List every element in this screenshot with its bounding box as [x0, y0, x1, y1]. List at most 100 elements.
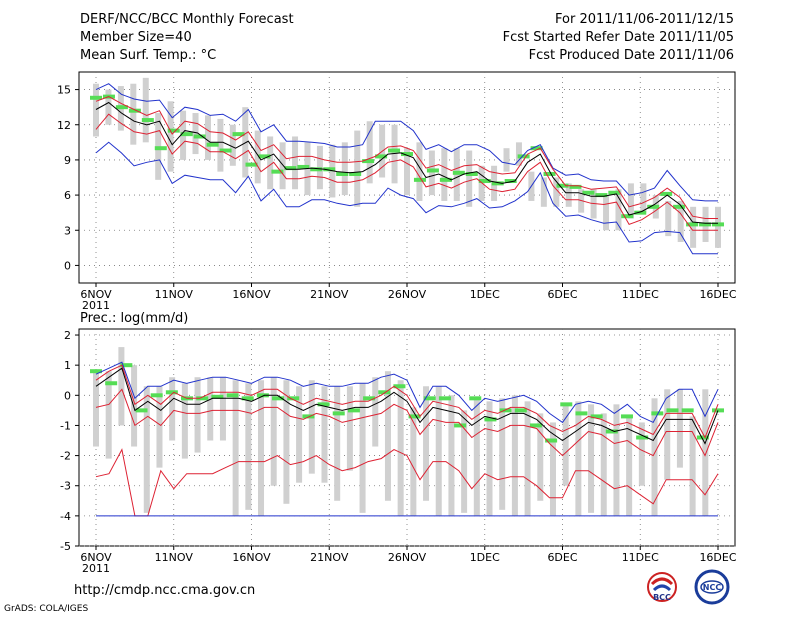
prec-xtick-label: 16DEC: [699, 551, 736, 564]
prec-spread-box: [702, 389, 709, 516]
temp-spread-box: [553, 177, 560, 207]
temp-median-mark: [478, 179, 491, 184]
prec-spread-box: [156, 386, 163, 468]
prec-median-mark: [378, 390, 391, 395]
prec-median-mark: [666, 408, 679, 413]
prec-ytick-label: -2: [60, 450, 71, 463]
temp-ytick-label: 6: [64, 189, 71, 202]
prec-median-mark: [150, 393, 163, 398]
prec-median-mark: [529, 423, 542, 428]
temp-median-mark: [141, 118, 154, 123]
prec-spread-box: [384, 371, 391, 501]
temp-median-mark: [362, 159, 375, 164]
temp-median-mark: [452, 170, 465, 175]
prec-spread-box: [575, 401, 582, 516]
temp-median-mark: [491, 181, 504, 186]
prec-median-mark: [484, 417, 497, 422]
temp-spread-box: [354, 130, 361, 207]
temp-median-mark: [634, 210, 647, 215]
temp-spread-box: [690, 206, 697, 248]
temp-median-mark: [582, 190, 595, 195]
temp-spread-box: [627, 183, 634, 219]
prec-xtick-label: 11NOV: [155, 551, 194, 564]
temp-xtick-label: 6DEC: [547, 288, 577, 301]
prec-spread-box: [410, 407, 417, 516]
prec-spread-box: [334, 386, 341, 501]
temp-median-mark: [401, 152, 413, 157]
grads-credit: GrADS: COLA/IGES: [4, 604, 89, 614]
temp-median-mark: [608, 190, 621, 195]
temp-median-mark: [569, 184, 582, 189]
temp-spread-box: [217, 118, 224, 172]
ncc-logo-text: NCC: [703, 583, 722, 592]
temp-median-mark: [336, 171, 349, 176]
prec-spread-box: [118, 347, 125, 426]
temp-spread-box: [441, 148, 448, 201]
temp-median-mark: [699, 222, 712, 227]
prec-median-mark: [560, 402, 573, 407]
prec-spread-box: [664, 389, 671, 480]
temp-xtick-label: 11NOV: [155, 288, 194, 301]
prec-spread-box: [613, 404, 620, 516]
prec-median-mark: [651, 411, 664, 416]
fcst-started-date: Fcst Started Refer Date 2011/11/05: [502, 30, 734, 45]
prec-median-mark: [165, 390, 178, 395]
temp-spread-box: [167, 101, 174, 172]
temp-spread-box: [640, 183, 647, 213]
prec-median-mark: [681, 408, 694, 413]
prec-ytick-label: 2: [64, 329, 71, 342]
temp-median-mark: [426, 168, 439, 173]
prec-ytick-label: -4: [60, 510, 71, 523]
temp-spread-box: [254, 130, 261, 184]
prec-median-mark: [575, 411, 588, 416]
prec-spread-box: [423, 386, 430, 501]
prec-median-mark: [287, 396, 300, 401]
prec-ytick-label: -1: [60, 419, 71, 432]
prec-spread-box: [296, 386, 303, 483]
prec-spread-box: [232, 380, 239, 516]
prec-spread-box: [270, 377, 277, 486]
temp-spread-box: [615, 189, 622, 231]
temp-median-mark: [660, 191, 673, 196]
bcc-logo-text: BCC: [653, 593, 671, 602]
temp-xtick-label: 21NOV: [310, 288, 349, 301]
bcc-logo: BCC: [647, 572, 677, 602]
temp-median-mark: [517, 154, 530, 159]
temp-median-mark: [115, 105, 128, 110]
temp-median-mark: [128, 108, 141, 113]
member-size: Member Size=40: [80, 30, 192, 45]
temp-median-mark: [297, 164, 310, 169]
prec-spread-box: [562, 404, 569, 486]
prec-median-mark: [469, 396, 482, 401]
temp-median-mark: [180, 132, 193, 137]
prec-spread-box: [308, 380, 315, 474]
prec-xtick-label: 11DEC: [622, 551, 659, 564]
temp-spread-box: [192, 113, 199, 155]
prec-spread-box: [486, 401, 493, 516]
precipitation-panel: 6NOV 11NOV 16NOV 21NOV 26NOV 1DEC 6DEC 11DEC 16D…: [60, 328, 737, 575]
prec-spread-box: [245, 383, 252, 510]
temp-spread-box: [366, 121, 373, 184]
temperature-panel: 6NOV 11NOV 16NOV 21NOV 26NOV 1DEC 6DEC 11DEC 16D…: [57, 71, 737, 312]
temp-spread-box: [677, 200, 684, 242]
prec-median-mark: [226, 393, 239, 398]
prec-median-mark: [105, 381, 118, 386]
prec-spread-box: [448, 395, 455, 516]
prec-spread-box: [651, 398, 658, 516]
prec-spread-box: [524, 401, 531, 516]
temp-median-mark: [349, 171, 362, 176]
prec-median-mark: [514, 408, 527, 413]
prec-spread-box: [131, 365, 138, 447]
temp-median-mark: [219, 148, 232, 153]
temp-spread-box: [93, 83, 99, 137]
source-url: http://cmdp.ncc.cma.gov.cn: [74, 583, 256, 598]
temp-upper-inner-line: [95, 96, 718, 219]
prec-median-mark: [90, 369, 102, 374]
prec-median-mark: [423, 396, 436, 401]
prec-median-mark: [211, 394, 224, 399]
temp-spread-box: [142, 77, 149, 143]
prec-spread-box: [372, 377, 379, 447]
temp-spread-box: [503, 148, 510, 172]
temp-spread-box: [279, 142, 286, 190]
